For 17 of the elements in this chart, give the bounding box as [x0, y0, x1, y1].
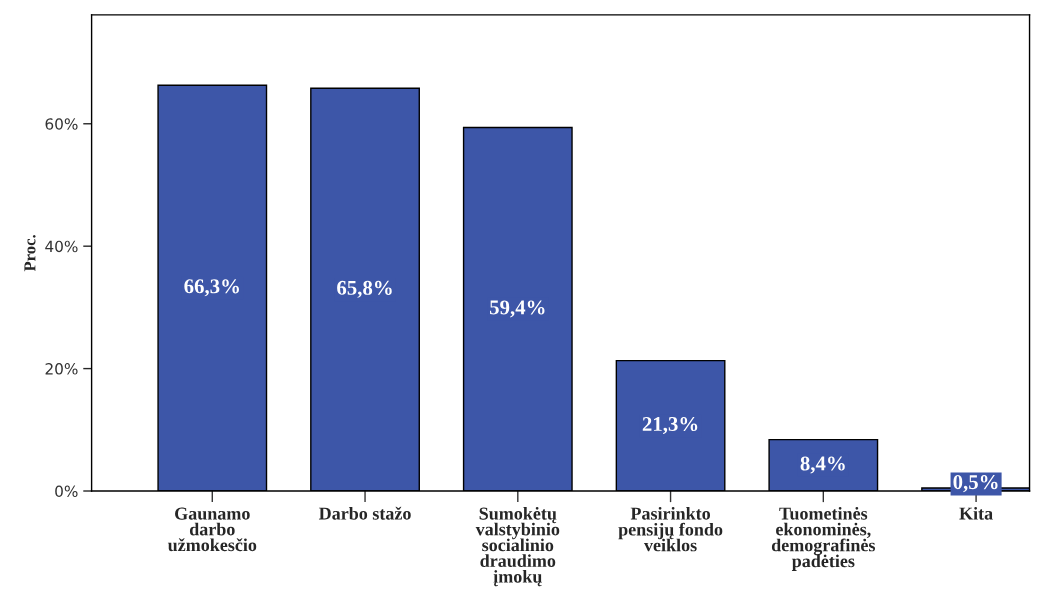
- y-tick-label: 40%: [45, 240, 78, 253]
- x-tick-label: Pasirinkto pensijų fondo veiklos: [618, 506, 723, 552]
- y-tick-label: 60%: [45, 118, 78, 130]
- y-axis-title: Proc.: [24, 235, 36, 272]
- x-tick-label: Darbo stažo: [318, 506, 411, 520]
- data-label: 8,4%: [800, 456, 845, 474]
- y-tick-label: 0%: [55, 485, 78, 498]
- y-tick-label: 20%: [45, 363, 78, 375]
- x-tick-label: Sumokėtų valstybinio socialinio draudimo įmokų: [475, 506, 560, 587]
- data-label: 0,5%: [953, 475, 998, 493]
- data-label: 21,3%: [642, 416, 698, 435]
- data-label: 65,8%: [337, 280, 392, 298]
- x-tick-label: Tuometinės ekonominės, demografinės padėties: [771, 506, 876, 571]
- data-label: 59,4%: [489, 300, 545, 318]
- x-tick-label: Gaunamo darbo užmokesčio: [167, 507, 257, 552]
- data-label: 66,3%: [184, 279, 239, 297]
- x-tick-label: Kita: [959, 506, 993, 520]
